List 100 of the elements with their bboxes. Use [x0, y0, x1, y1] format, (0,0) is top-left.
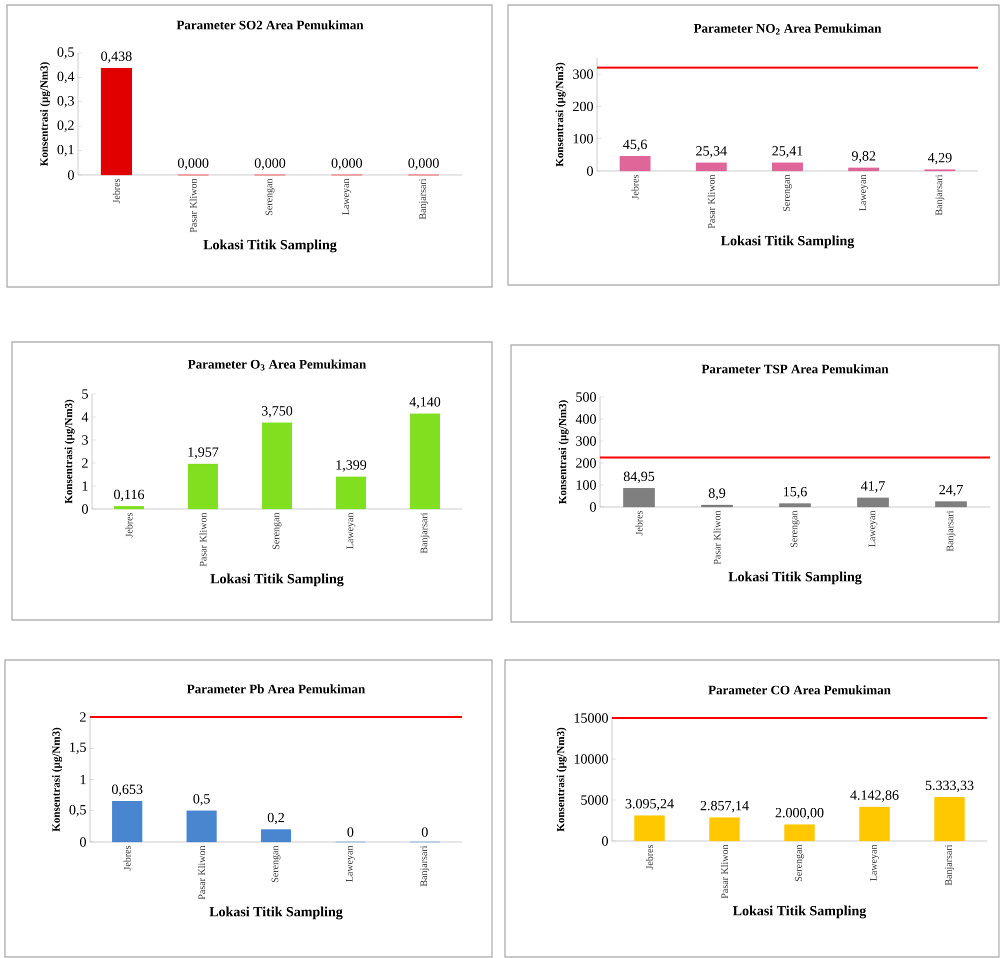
y-tick-label: 0 [68, 170, 74, 180]
x-tick-label: Banjarsari [420, 512, 430, 554]
y-axis-title: Konsentrasi (µg/Nm3) [556, 728, 567, 832]
bar [620, 156, 651, 172]
bar [784, 824, 815, 842]
bar [634, 815, 665, 842]
y-axis-title: Konsentrasi (µg/Nm3) [558, 400, 569, 504]
bar [696, 162, 727, 172]
y-tick-label: 0 [80, 837, 86, 847]
x-tick-label: Jebres [632, 174, 639, 200]
chart-title: Parameter TSP Area Pemukiman [702, 364, 888, 374]
bar [188, 464, 218, 510]
bar [112, 800, 142, 842]
data-label: 8,9 [708, 488, 726, 500]
x-tick-label: Serengan [266, 178, 274, 216]
bar [410, 414, 440, 510]
x-axis-title: Lokasi Titik Sampling [210, 574, 344, 586]
chart-title: Parameter NO$_{2}$ Area Pemukiman [694, 24, 882, 34]
y-tick-label: 0,1 [58, 144, 74, 156]
x-axis-title: Lokasi Titik Sampling [720, 236, 854, 248]
x-tick-label: Serengan [783, 174, 792, 212]
x-tick-label: Jebres [125, 512, 133, 538]
y-tick-label: 3 [82, 435, 88, 445]
y-axis-title: Konsentrasi (µg/Nm3) [556, 62, 566, 167]
x-axis-title: Lokasi Titik Sampling [209, 906, 343, 920]
y-tick-label: 0,5 [70, 805, 86, 816]
data-label: 3.095,24 [626, 798, 674, 810]
data-label: 24,7 [939, 484, 963, 496]
data-label: 1,399 [336, 460, 366, 472]
data-label: 0,000 [254, 158, 286, 170]
x-tick-label: Pasar Kliwon [190, 178, 197, 232]
x-tick-label: Laweyan [346, 512, 356, 549]
x-tick-label: Jebres [124, 846, 131, 870]
x-tick-label: Serengan [272, 512, 282, 550]
y-tick-label: 100 [576, 480, 596, 490]
data-label: 0,000 [332, 158, 362, 170]
y-axis-title: Konsentrasi (µg/Nm3) [40, 62, 50, 166]
y-tick-label: 1 [80, 774, 86, 784]
y-tick-label: 4 [82, 412, 88, 422]
x-tick-label: Banjarsari [945, 844, 954, 886]
chart-title: Parameter O$_{3}$ Area Pemukiman [188, 359, 366, 370]
y-tick-label: 0 [82, 504, 88, 514]
x-axis-title: Lokasi Titik Sampling [728, 572, 862, 584]
data-label: 15,6 [784, 486, 807, 498]
y-tick-label: 5 [82, 389, 88, 399]
x-tick-label: Pasar Kliwon [198, 846, 206, 900]
bar [186, 810, 217, 842]
y-tick-label: 0,5 [58, 47, 74, 59]
x-tick-label: Pasar Kliwon [708, 174, 715, 228]
data-label: 84,95 [624, 472, 654, 484]
data-label: 0 [422, 827, 428, 837]
data-label: 0,438 [101, 51, 132, 63]
data-label: 25,41 [772, 146, 802, 158]
data-label: 4,140 [410, 397, 440, 409]
x-tick-label: Jebres [635, 510, 643, 536]
x-tick-label: Banjarsari [419, 178, 428, 220]
x-tick-label: Pasar Kliwon [720, 844, 728, 898]
y-tick-label: 100 [574, 134, 593, 144]
y-axis-title: Konsentrasi (µg/Nm3) [52, 728, 62, 832]
x-tick-label: Serengan [272, 846, 280, 882]
y-tick-label: 300 [573, 69, 593, 79]
data-label: 0,5 [193, 794, 210, 806]
y-tick-label: 500 [576, 392, 596, 402]
y-tick-label: 0 [590, 502, 596, 512]
x-tick-label: Serengan [790, 510, 800, 548]
x-tick-label: Laweyan [868, 510, 878, 547]
x-tick-label: Laweyan [346, 846, 355, 882]
y-axis-title: Konsentrasi (µg/Nm3) [64, 400, 75, 504]
y-tick-label: 400 [576, 414, 596, 424]
bar [260, 829, 292, 842]
y-tick-label: 200 [576, 458, 596, 468]
y-tick-label: 15000 [574, 713, 608, 723]
data-label: 45,6 [623, 140, 647, 152]
data-label: 2.857,14 [700, 800, 749, 812]
y-tick-label: 0,4 [58, 72, 74, 84]
data-label: 0,000 [408, 158, 439, 170]
data-label: 2.000,00 [776, 808, 824, 820]
y-tick-label: 0,2 [58, 120, 74, 132]
y-tick-label: 1,5 [70, 742, 86, 754]
data-label: 4.142,86 [850, 790, 899, 802]
x-tick-label: Serengan [795, 844, 804, 882]
bar [262, 422, 292, 510]
data-label: 0,116 [114, 490, 144, 502]
data-label: 5.333,33 [926, 780, 974, 792]
y-tick-label: 2 [80, 712, 86, 722]
bar [934, 797, 965, 842]
bar [709, 817, 740, 842]
bar [114, 506, 144, 510]
x-axis-title: Lokasi Titik Sampling [203, 240, 337, 252]
data-label: 0,2 [268, 812, 284, 824]
y-tick-label: 1 [82, 481, 88, 491]
data-label: 41,7 [861, 481, 885, 493]
y-tick-label: 0 [602, 836, 608, 846]
data-label: 9,82 [852, 151, 876, 163]
chart-title: Parameter SO2 Area Pemukiman [176, 20, 364, 30]
x-tick-label: Banjarsari [420, 846, 430, 886]
y-tick-label: 0,3 [58, 96, 74, 108]
chart-title: Parameter Pb Area Pemukiman [186, 684, 366, 694]
bar [848, 168, 880, 172]
data-label: 0,000 [178, 158, 208, 170]
